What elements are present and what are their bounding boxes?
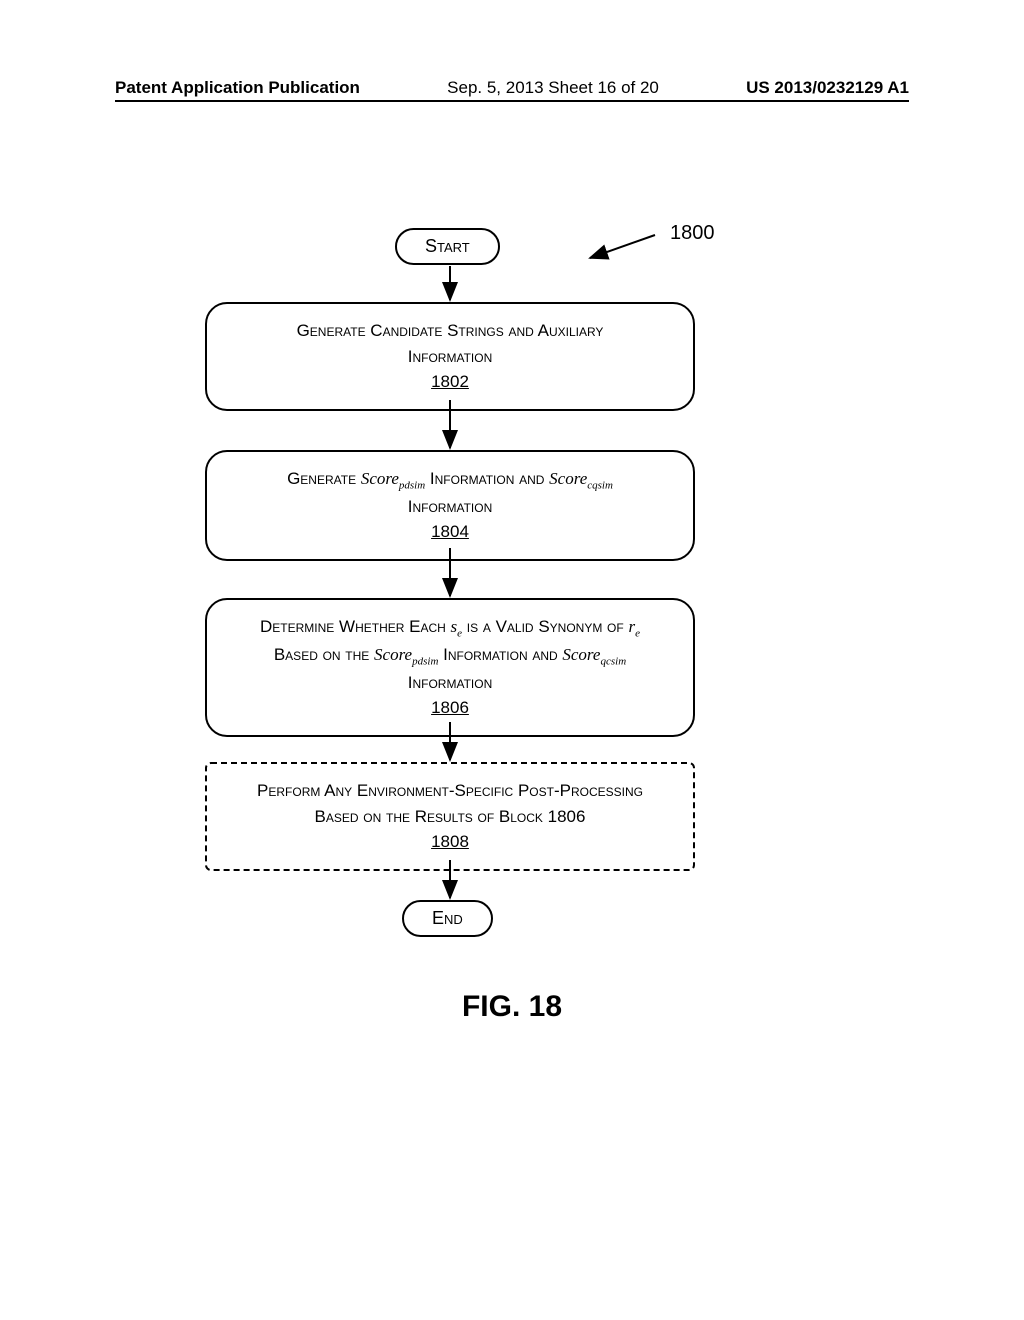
arrow-box4-end [0, 0, 1024, 1320]
page: Patent Application Publication Sep. 5, 2… [0, 0, 1024, 1320]
end-terminal: End [402, 900, 493, 937]
figure-label: FIG. 18 [0, 990, 1024, 1024]
end-label: End [432, 908, 463, 928]
